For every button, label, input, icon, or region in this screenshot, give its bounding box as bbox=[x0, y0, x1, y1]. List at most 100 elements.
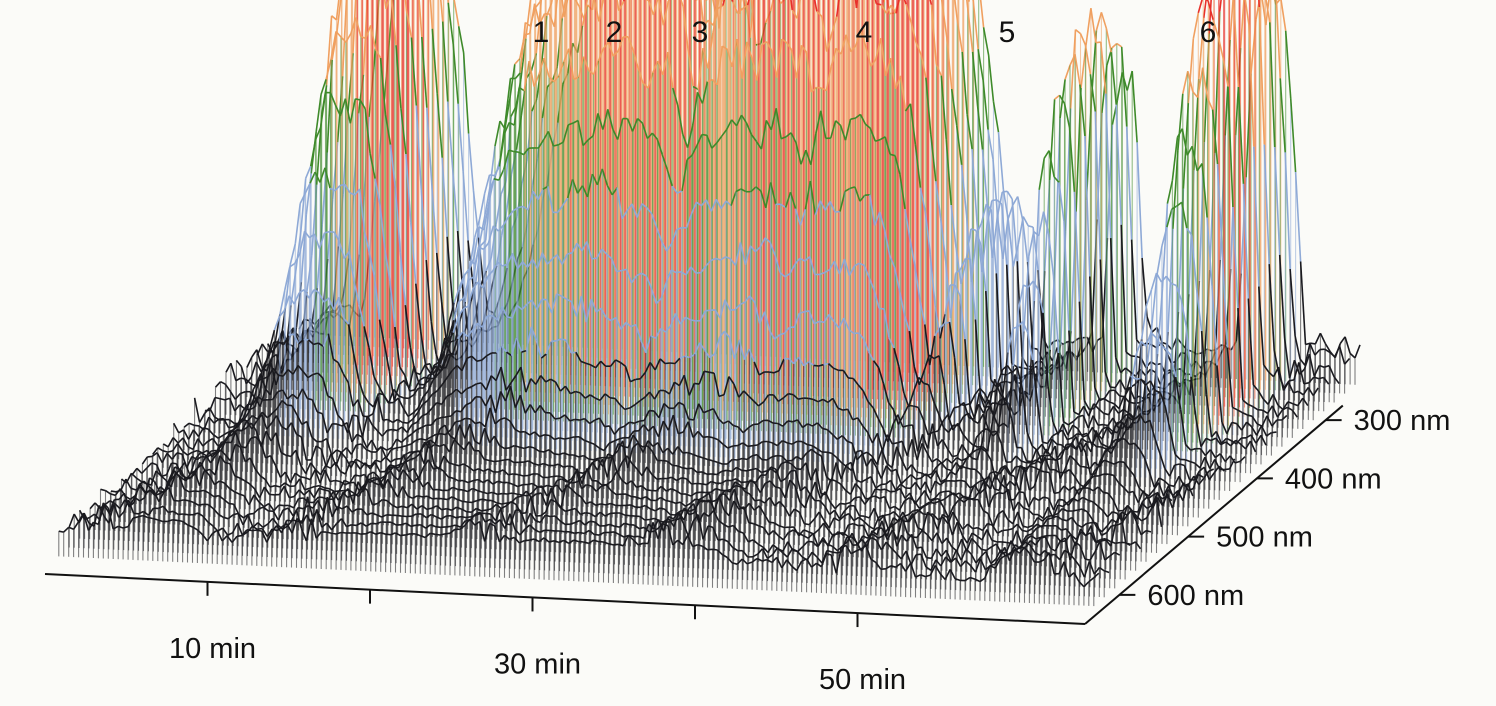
surface-trace bbox=[627, 36, 634, 51]
surface-trace bbox=[997, 132, 1005, 190]
surface-trace bbox=[318, 232, 326, 249]
surface-trace bbox=[845, 34, 852, 53]
surface-trace bbox=[343, 251, 350, 260]
surface-trace bbox=[756, 44, 763, 81]
surface-trace bbox=[646, 207, 653, 215]
surface-trace bbox=[1131, 70, 1138, 143]
surface-trace bbox=[1074, 54, 1081, 85]
surface-trace bbox=[1098, 423, 1104, 426]
surface-trace bbox=[421, 36, 428, 108]
surface-trace bbox=[937, 420, 944, 432]
surface-plot bbox=[58, 0, 1361, 607]
surface-trace bbox=[1349, 352, 1356, 359]
surface-trace bbox=[1206, 98, 1214, 110]
surface-trace bbox=[800, 149, 807, 165]
surface-trace bbox=[432, 373, 439, 381]
surface-trace bbox=[379, 57, 387, 115]
surface-trace bbox=[962, 433, 969, 441]
surface-trace bbox=[759, 237, 766, 248]
surface-trace bbox=[920, 53, 927, 78]
surface-trace bbox=[398, 379, 405, 385]
surface-trace bbox=[848, 328, 855, 335]
surface-trace bbox=[1056, 429, 1063, 434]
surface-trace bbox=[676, 226, 682, 231]
surface-trace bbox=[601, 248, 608, 255]
surface-trace bbox=[293, 253, 301, 264]
surface-trace bbox=[314, 171, 321, 183]
surface-trace bbox=[1307, 386, 1314, 396]
surface-trace bbox=[502, 263, 509, 267]
surface-trace bbox=[367, 401, 374, 408]
surface-trace bbox=[745, 122, 753, 135]
surface-trace bbox=[489, 174, 495, 177]
surface-trace bbox=[331, 15, 338, 21]
surface-trace bbox=[1276, 409, 1284, 418]
surface-trace bbox=[666, 242, 673, 252]
surface-trace bbox=[888, 254, 896, 268]
surface-trace bbox=[669, 313, 677, 327]
surface-trace bbox=[898, 366, 905, 394]
surface-trace bbox=[651, 213, 658, 229]
surface-trace bbox=[1206, 217, 1213, 287]
surface-trace bbox=[1077, 433, 1083, 436]
surface-trace bbox=[539, 0, 542, 2]
surface-trace bbox=[502, 216, 509, 226]
surface-trace bbox=[1240, 443, 1247, 450]
surface-trace bbox=[687, 50, 694, 87]
surface-trace bbox=[696, 91, 704, 104]
surface-trace bbox=[917, 407, 924, 420]
surface-trace bbox=[1286, 406, 1293, 411]
surface-trace bbox=[781, 38, 788, 44]
surface-trace bbox=[775, 108, 782, 139]
surface-trace bbox=[642, 82, 649, 89]
surface-trace bbox=[1244, 0, 1250, 25]
surface-trace bbox=[647, 0, 655, 16]
surface-trace bbox=[904, 208, 911, 239]
surface-trace bbox=[660, 282, 667, 299]
surface-trace bbox=[1287, 381, 1295, 394]
surface-trace bbox=[731, 38, 738, 67]
surface-trace bbox=[458, 297, 465, 303]
surface-trace bbox=[1205, 437, 1212, 442]
surface-trace bbox=[884, 57, 892, 77]
surface-trace bbox=[739, 242, 747, 265]
surface-trace bbox=[833, 321, 840, 329]
surface-trace bbox=[1208, 0, 1212, 34]
surface-trace bbox=[1257, 390, 1264, 400]
surface-trace bbox=[324, 167, 331, 189]
surface-trace bbox=[1282, 381, 1290, 391]
surface-trace bbox=[982, 80, 989, 130]
surface-trace bbox=[785, 132, 792, 138]
surface-trace bbox=[725, 256, 731, 260]
surface-trace bbox=[1110, 52, 1117, 105]
surface-trace bbox=[1192, 12, 1200, 40]
surface-trace bbox=[1067, 420, 1074, 426]
surface-trace bbox=[592, 113, 599, 137]
surface-trace bbox=[701, 81, 709, 104]
surface-trace bbox=[1166, 180, 1174, 204]
surface-trace bbox=[1266, 405, 1274, 414]
surface-trace bbox=[610, 258, 618, 272]
surface-trace bbox=[966, 8, 974, 52]
surface-trace bbox=[384, 0, 387, 10]
surface-trace bbox=[330, 31, 337, 60]
surface-trace bbox=[971, 51, 979, 107]
surface-trace bbox=[1093, 398, 1100, 409]
surface-trace bbox=[422, 390, 429, 398]
surface-trace bbox=[1069, 29, 1077, 109]
surface-trace bbox=[368, 253, 376, 278]
surface-trace bbox=[784, 272, 791, 278]
surface-trace bbox=[1085, 8, 1092, 46]
surface-trace bbox=[300, 178, 307, 233]
surface-trace bbox=[497, 261, 504, 267]
surface-trace bbox=[662, 51, 669, 75]
surface-trace bbox=[591, 0, 595, 10]
surface-trace bbox=[913, 377, 920, 392]
surface-trace bbox=[1177, 93, 1184, 151]
surface-trace bbox=[671, 185, 678, 194]
surface-trace bbox=[761, 41, 768, 46]
surface-trace bbox=[488, 178, 495, 203]
surface-trace bbox=[914, 265, 921, 300]
surface-trace bbox=[746, 41, 753, 59]
surface-trace bbox=[418, 0, 423, 38]
